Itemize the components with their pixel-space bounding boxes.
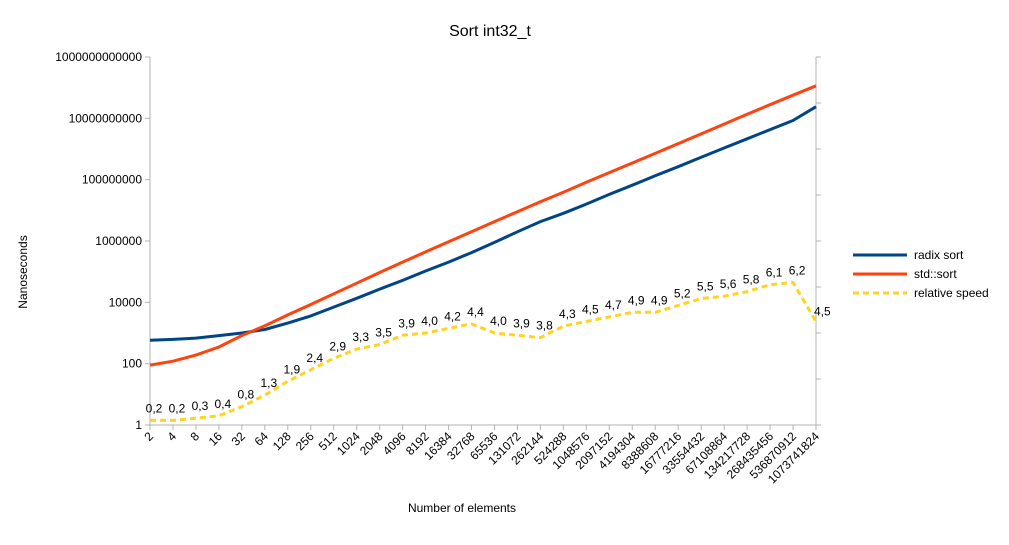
x-tick-label: 1024 [334,429,363,458]
data-label: 4,4 [467,305,484,319]
x-tick-label: 4096 [380,429,409,458]
chart-title: Sort int32_t [449,23,531,40]
data-label: 0,4 [215,397,232,411]
data-label: 4,0 [421,314,438,328]
series-line-std-sort [149,84,817,367]
x-tick-label: 128 [270,429,294,453]
data-label: 5,6 [720,277,737,291]
data-label: 3,3 [352,330,369,344]
data-label: 5,2 [674,286,691,300]
data-label: 4,9 [628,293,645,307]
x-tick-label: 256 [293,429,317,453]
data-label: 4,0 [490,314,507,328]
y-tick-label: 10000 [109,295,143,309]
legend-label: std::sort [914,267,957,281]
data-label: 5,5 [697,280,714,294]
legend-label: relative speed [914,286,989,300]
data-label: 2,4 [306,351,323,365]
data-label: 4,5 [582,303,599,317]
series-line-relative-speed [150,280,818,422]
y-tick-label: 100000000 [82,173,142,187]
series-layer [149,84,818,422]
data-label: 4,9 [651,293,668,307]
x-tick-label: 8 [187,429,202,444]
data-label: 0,8 [238,388,255,402]
data-labels: 0,2 0,2 0,3 0,4 0,8 1,3 1,9 2,4 2,9 3,3 3,5 3,9 4,0 4… [146,263,831,415]
data-label: 2,9 [329,339,346,353]
data-label: 4,2 [444,309,461,323]
data-label: 3,8 [536,319,553,333]
data-label: 0,3 [192,399,209,413]
data-label: 5,8 [743,273,760,287]
series-line-radix-sort [149,105,817,342]
data-label: 1,3 [260,376,277,390]
data-label: 6,1 [766,266,783,280]
data-label: 3,5 [375,326,392,340]
data-label: 3,9 [398,316,415,330]
y-tick-label: 100 [122,357,142,371]
y-tick-label: 1000000 [95,234,142,248]
x-axis-title: Number of elements [408,501,516,515]
x-tick-label: 2048 [357,429,386,458]
y-axis-title: Nanoseconds [16,235,30,308]
data-label: 3,9 [513,316,530,330]
legend-label: radix sort [914,248,964,262]
x-tick-label: 64 [252,429,272,449]
data-label: 6,2 [789,263,806,277]
x-tick-label: 2 [141,429,156,444]
data-label: 1,9 [283,362,300,376]
x-tick-label: 32 [229,429,249,449]
x-tick-label: 16 [206,429,226,449]
x-tick-label: 4 [164,429,179,444]
data-label: 0,2 [146,401,163,415]
data-label: 4,7 [605,298,622,312]
y-tick-label: 1000000000000 [55,50,142,64]
y-tick-label: 10000000000 [69,111,143,125]
data-label: 4,5 [814,305,831,319]
data-label: 0,2 [169,401,186,415]
data-label: 4,3 [559,307,576,321]
y-tick-label: 1 [135,418,142,432]
